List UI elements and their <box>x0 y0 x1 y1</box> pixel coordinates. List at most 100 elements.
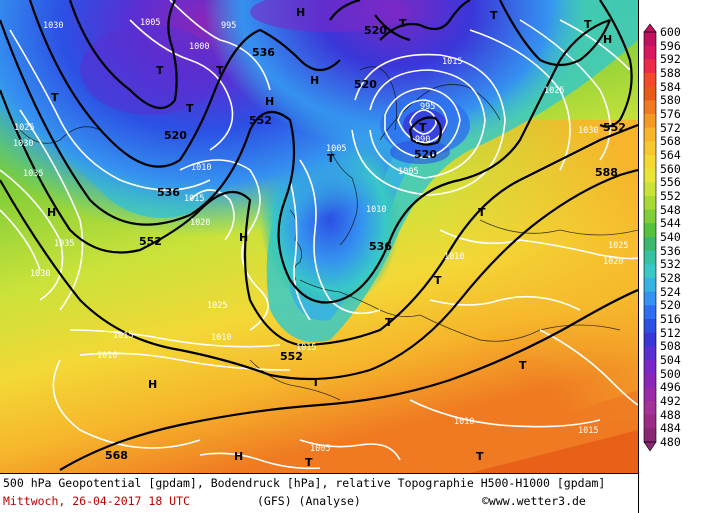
pressure-label: 1020 <box>190 218 210 228</box>
pressure-label: 1030 <box>578 126 598 136</box>
colorbar-top-arrow <box>643 23 657 33</box>
colorbar-swatch <box>644 373 656 388</box>
colorbar-tick-label: 576 <box>660 107 681 121</box>
low-marker: T <box>385 316 393 329</box>
height-label: 520 <box>164 129 187 142</box>
height-label: 552 <box>603 121 626 134</box>
height-label: 552 <box>249 114 272 127</box>
isobars <box>0 0 638 468</box>
height-label: 568 <box>105 449 128 462</box>
colorbar-swatch <box>644 250 656 265</box>
caption-copyright: ©www.wetter3.de <box>482 494 586 508</box>
high-marker: H <box>148 378 157 391</box>
high-marker: H <box>603 33 612 46</box>
low-marker: T <box>584 18 592 31</box>
caption-date: Mittwoch, 26-04-2017 18 UTC <box>3 494 190 508</box>
pressure-label: 1005 <box>140 18 160 28</box>
colorbar-swatch <box>644 45 656 60</box>
colorbar-tick-label: 552 <box>660 189 681 203</box>
colorbar-tick-label: 556 <box>660 175 681 190</box>
colorbar-tick-label: 600 <box>660 25 681 39</box>
weather-map: 520 536 552 520 520 552 536 552 536 552 … <box>0 0 639 474</box>
pressure-label: 1015 <box>113 331 133 341</box>
pressure-label: 1025 <box>207 301 227 311</box>
colorbar-swatch <box>644 414 656 429</box>
height-label: 520 <box>364 24 387 37</box>
colorbar-swatch <box>644 223 656 238</box>
pressure-label: 1015 <box>578 426 598 436</box>
colorbar-swatch <box>644 401 656 416</box>
colorbar: 600 596 592 588 584 580 576 572 568 564 560 556 552 5… <box>640 22 704 462</box>
colorbar-frame <box>643 31 657 443</box>
colorbar-swatch <box>644 319 656 334</box>
colorbar-tick-label: 500 <box>660 366 681 381</box>
pressure-labels: 1005 995 1000 1030 1025 1030 1035 1015 1… <box>13 18 628 454</box>
colorbar-swatch <box>644 32 656 47</box>
colorbar-swatch <box>644 127 656 142</box>
high-marker: H <box>265 95 274 108</box>
colorbar-tick-label: 568 <box>660 134 681 149</box>
colorbar-tick-label: 488 <box>660 407 681 422</box>
colorbar-tick-label: 540 <box>660 230 681 244</box>
high-marker: H <box>296 6 305 19</box>
colorbar-tick-label: 508 <box>660 339 681 354</box>
high-marker: H <box>234 450 243 463</box>
colorbar-swatch <box>644 278 656 293</box>
low-marker: T <box>399 17 407 30</box>
pressure-systems: T T H T H T T T H T H T T H T T T H T T … <box>47 6 612 469</box>
colorbar-swatch <box>644 100 656 115</box>
height-label: 536 <box>157 186 180 199</box>
low-marker: T <box>327 152 335 165</box>
low-marker: T <box>476 450 484 463</box>
pressure-label: 1005 <box>398 167 418 177</box>
colorbar-swatch <box>644 428 656 443</box>
caption-title: 500 hPa Geopotential [gpdam], Bodendruck… <box>3 476 606 490</box>
colorbar-tick-label: 512 <box>660 325 681 340</box>
height-label: 520 <box>414 148 437 161</box>
low-marker: T <box>478 206 486 219</box>
colorbar-swatch <box>644 168 656 183</box>
colorbar-tick-label: 484 <box>660 421 681 436</box>
pressure-label: 1030 <box>30 269 50 279</box>
colorbar-swatch <box>644 305 656 320</box>
pressure-label: 1020 <box>603 257 623 267</box>
colorbar-tick-label: 560 <box>660 161 681 176</box>
pressure-label: 1005 <box>310 444 330 454</box>
colorbar-tick-label: 536 <box>660 243 681 258</box>
colorbar-swatch <box>644 387 656 402</box>
colorbar-swatch <box>644 141 656 156</box>
pressure-label: 1015 <box>184 194 204 204</box>
low-marker: T <box>490 9 498 22</box>
colorbar-swatch <box>644 59 656 74</box>
low-marker: T <box>186 102 194 115</box>
colorbar-bottom-arrow <box>643 441 657 452</box>
pressure-label: 1005 <box>326 144 346 154</box>
colorbar-swatch <box>644 209 656 224</box>
colorbar-tick-label: 524 <box>660 284 681 299</box>
colorbar-tick-label: 548 <box>660 202 681 217</box>
height-label: 552 <box>280 350 303 363</box>
pressure-label: 1025 <box>14 123 34 133</box>
colorbar-tick-label: 516 <box>660 312 681 326</box>
low-marker: T <box>216 64 224 77</box>
colorbar-swatch <box>644 346 656 361</box>
low-marker: T <box>305 456 313 469</box>
pressure-label: 1015 <box>296 343 316 353</box>
colorbar-swatch <box>644 237 656 252</box>
colorbar-swatch <box>644 196 656 211</box>
colorbar-swatch <box>644 332 656 347</box>
pressure-label: 1015 <box>442 57 462 67</box>
colorbar-swatch <box>644 114 656 129</box>
low-marker: T <box>51 91 59 104</box>
colorbar-tick-label: 584 <box>660 79 681 94</box>
colorbar-svg <box>643 23 657 452</box>
caption-model: (GFS) (Analyse) <box>257 494 361 508</box>
low-marker: T <box>419 121 427 134</box>
pressure-label: 1010 <box>97 351 117 361</box>
colorbar-tick-label: 580 <box>660 93 681 108</box>
high-marker: H <box>239 231 248 244</box>
colorbar-swatch <box>644 182 656 197</box>
colorbar-tick-label: 504 <box>660 353 681 367</box>
high-marker: H <box>310 74 319 87</box>
pressure-label: 995 <box>221 21 236 31</box>
